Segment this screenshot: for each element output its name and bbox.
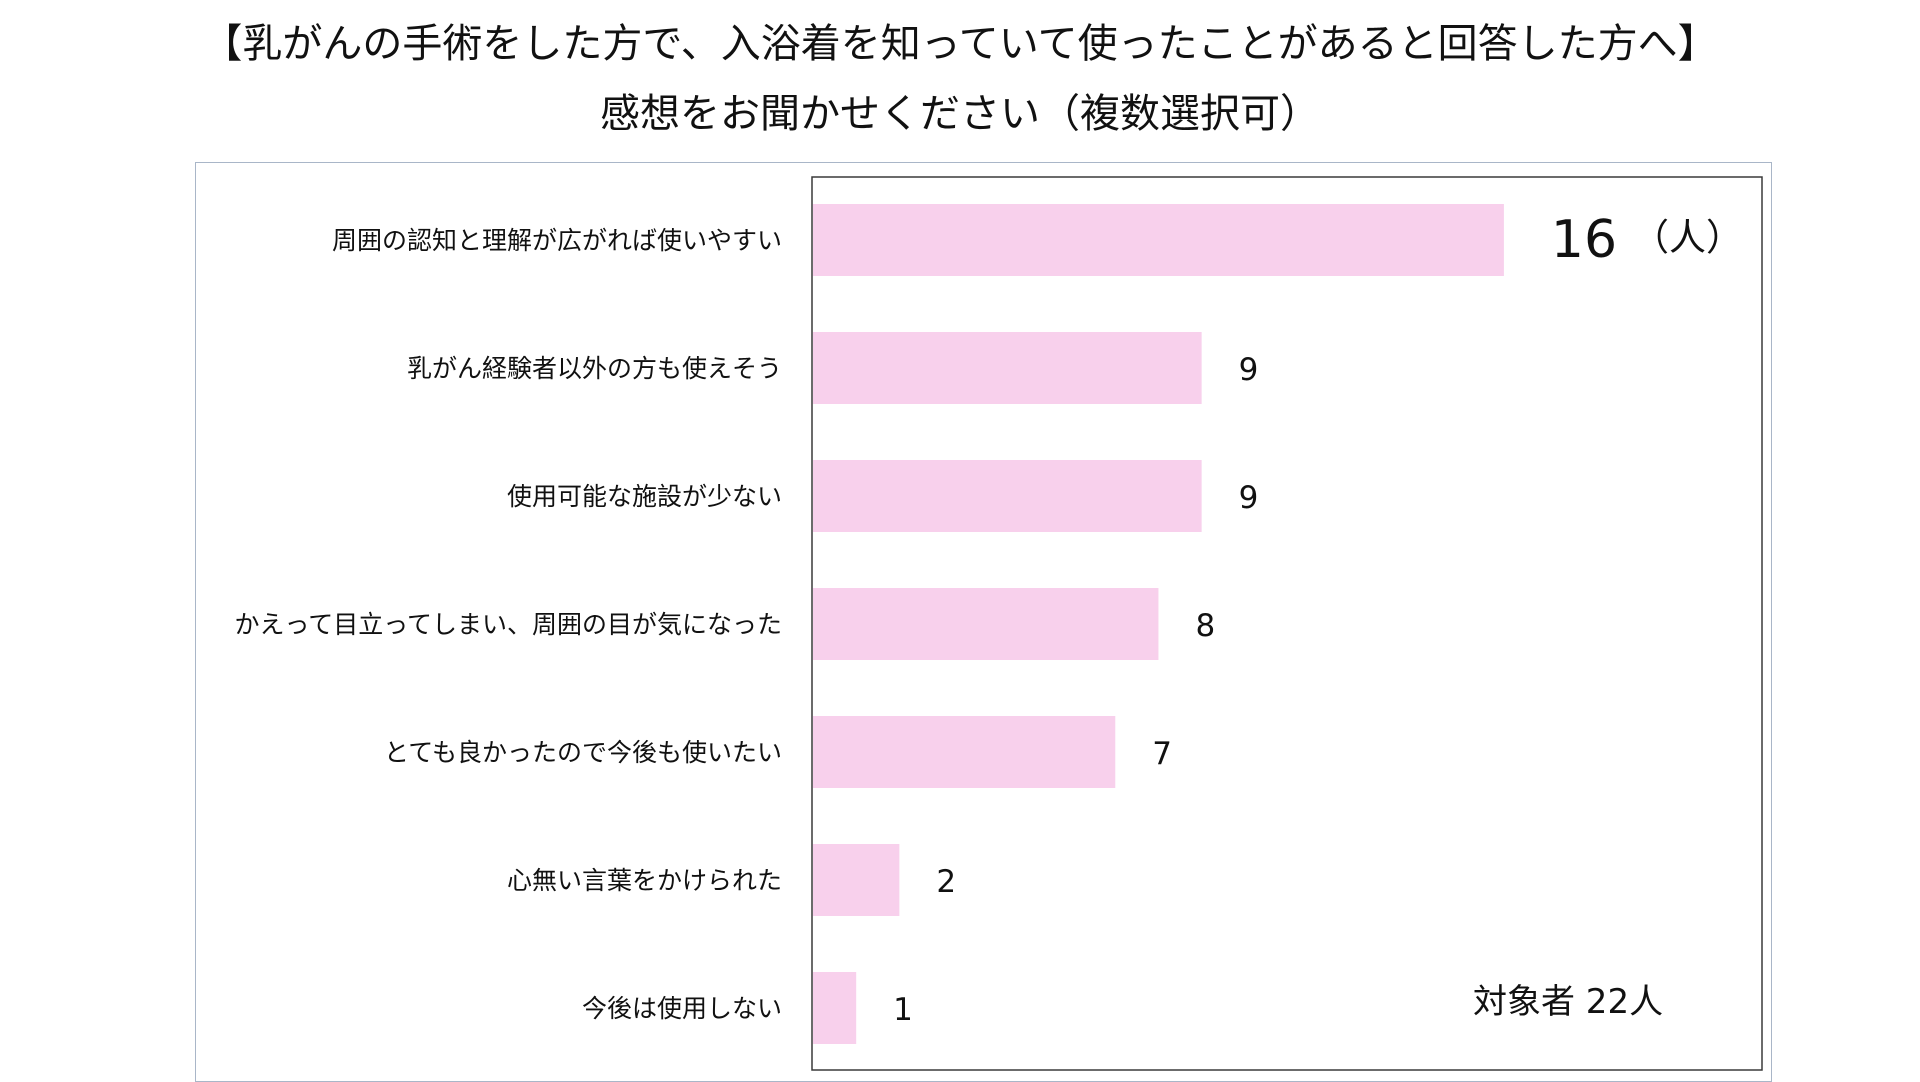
category-label-7: 今後は使用しない	[582, 994, 782, 1023]
bar-3	[813, 460, 1202, 532]
bar-4	[813, 588, 1159, 660]
value-label-7: 1	[893, 992, 913, 1028]
respondents-note: 対象者 22人	[1473, 982, 1663, 1022]
bar-6	[813, 844, 900, 916]
value-label-6: 2	[936, 864, 956, 900]
bar-5	[813, 716, 1116, 788]
plot-area	[811, 176, 1763, 1071]
category-label-4: かえって目立ってしまい、周囲の目が気になった	[234, 610, 782, 639]
value-label-1: 16	[1551, 210, 1617, 270]
value-label-2: 9	[1239, 352, 1259, 388]
category-label-6: 心無い言葉をかけられた	[507, 866, 782, 895]
bar-1	[813, 204, 1504, 276]
category-label-5: とても良かったので今後も使いたい	[384, 738, 782, 767]
chart-subtitle: 感想をお聞かせください（複数選択可）	[600, 91, 1320, 137]
bar-7	[813, 972, 857, 1044]
category-label-1: 周囲の認知と理解が広がれば使いやすい	[332, 226, 782, 255]
bar-2	[813, 332, 1202, 404]
value-label-3: 9	[1239, 480, 1259, 516]
chart-title: 【乳がんの手術をした方で、入浴着を知っていて使ったことがあると回答した方へ】	[202, 21, 1718, 67]
category-label-2: 乳がん経験者以外の方も使えそう	[407, 354, 782, 383]
value-label-5: 7	[1152, 736, 1172, 772]
value-label-4: 8	[1195, 608, 1215, 644]
unit-label: （人）	[1632, 216, 1743, 259]
category-label-3: 使用可能な施設が少ない	[507, 482, 782, 511]
